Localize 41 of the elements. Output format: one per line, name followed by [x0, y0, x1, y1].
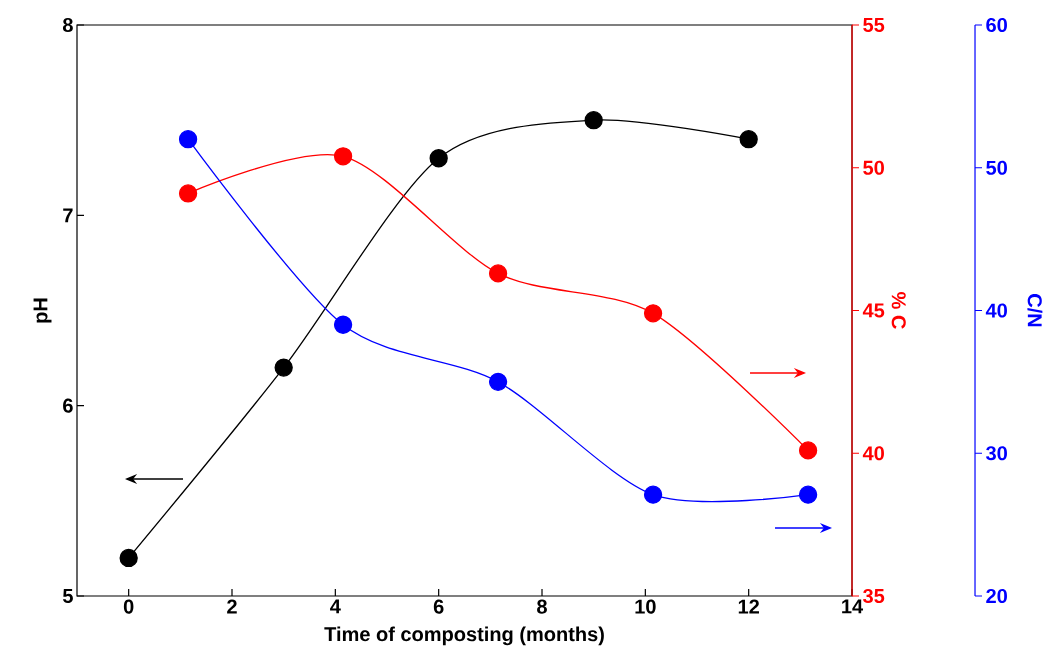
- x-tick-label: 4: [330, 599, 341, 614]
- y2-axis-title: % C: [891, 292, 906, 329]
- point: [333, 315, 353, 334]
- y3-tick-label: 50: [986, 160, 1007, 175]
- point: [643, 304, 663, 323]
- x-tick-label: 12: [738, 599, 759, 614]
- point: [178, 130, 198, 149]
- y2-tick-label: 40: [862, 446, 884, 461]
- y-tick-label: 6: [63, 398, 73, 413]
- x-tick-label: 0: [123, 599, 134, 614]
- point: [643, 485, 663, 504]
- point: [274, 358, 293, 377]
- y2-tick-label: 50: [863, 160, 884, 175]
- y-tick-label: 7: [63, 208, 73, 223]
- point: [584, 111, 603, 130]
- point: [488, 372, 508, 392]
- x-axis-title: Time of composting (months): [324, 626, 604, 646]
- y-tick-label: 8: [62, 17, 73, 33]
- x-tick-label: 14: [842, 599, 864, 614]
- y3-axis-title: C/N: [1027, 294, 1043, 327]
- y3-tick-label: 40: [985, 303, 1007, 318]
- x-tick-label: 10: [635, 599, 656, 614]
- y3-tick-label: 20: [986, 588, 1007, 604]
- y3-tick-label: 60: [986, 17, 1007, 33]
- y-axis-title: pH: [33, 298, 52, 323]
- point: [488, 264, 508, 283]
- y3-tick-label: 30: [986, 446, 1007, 461]
- x-tick-label: 8: [537, 599, 547, 614]
- x-tick-label: 2: [227, 599, 237, 614]
- point: [798, 441, 818, 460]
- point: [119, 548, 138, 568]
- point: [739, 130, 758, 149]
- point: [429, 149, 448, 168]
- y2-tick-label: 45: [862, 303, 885, 318]
- point: [178, 184, 198, 203]
- y2-tick-label: 35: [863, 588, 885, 604]
- x-tick-label: 6: [433, 599, 444, 614]
- point: [798, 485, 818, 504]
- y-tick-label: 5: [62, 589, 73, 603]
- point: [333, 147, 353, 166]
- y2-tick-label: 55: [863, 18, 885, 32]
